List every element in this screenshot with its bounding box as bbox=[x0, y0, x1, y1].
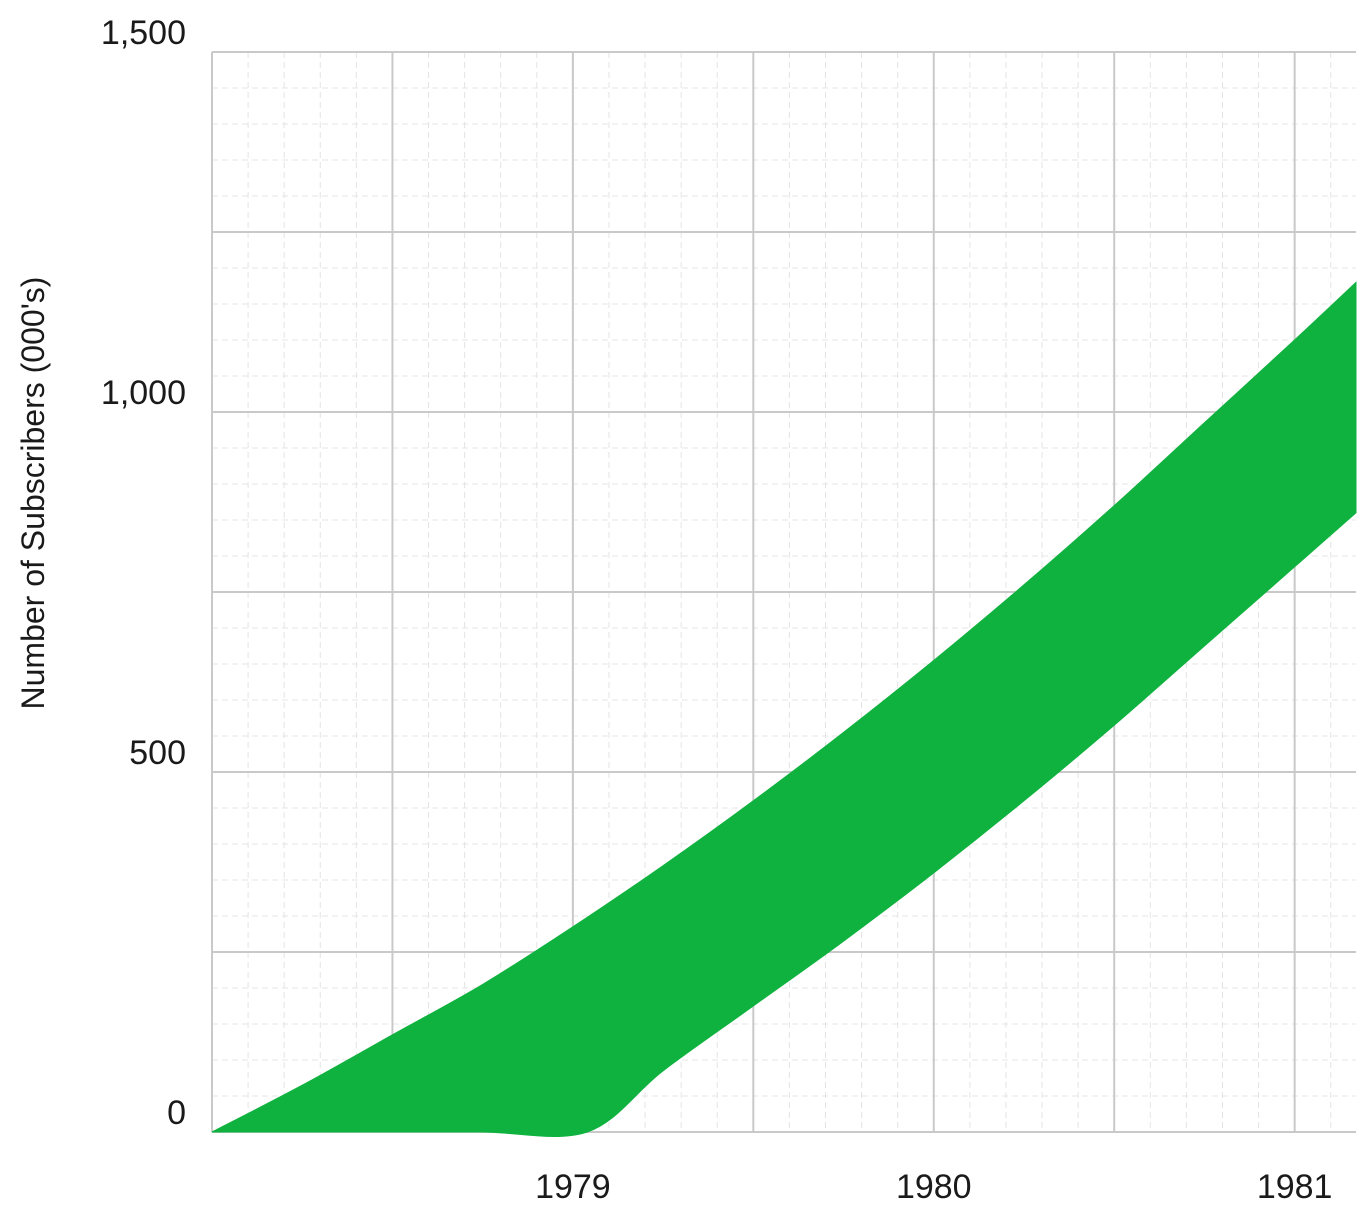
subscriber-range-band bbox=[211, 281, 1357, 1138]
x-tick-label: 1981 bbox=[1257, 1168, 1333, 1206]
y-tick-label: 1,500 bbox=[101, 14, 186, 52]
y-axis-tick-labels: 0 500 1,000 1,500 bbox=[101, 14, 186, 1132]
x-tick-label: 1980 bbox=[896, 1168, 972, 1206]
x-tick-label: 1979 bbox=[535, 1168, 611, 1206]
y-tick-label: 500 bbox=[129, 734, 186, 772]
y-axis-title: Number of Subscribers (000's) bbox=[15, 277, 51, 710]
x-axis-tick-labels: 1979 1980 1981 bbox=[535, 1168, 1332, 1206]
y-tick-label: 0 bbox=[167, 1094, 186, 1132]
y-tick-label: 1,000 bbox=[101, 374, 186, 412]
